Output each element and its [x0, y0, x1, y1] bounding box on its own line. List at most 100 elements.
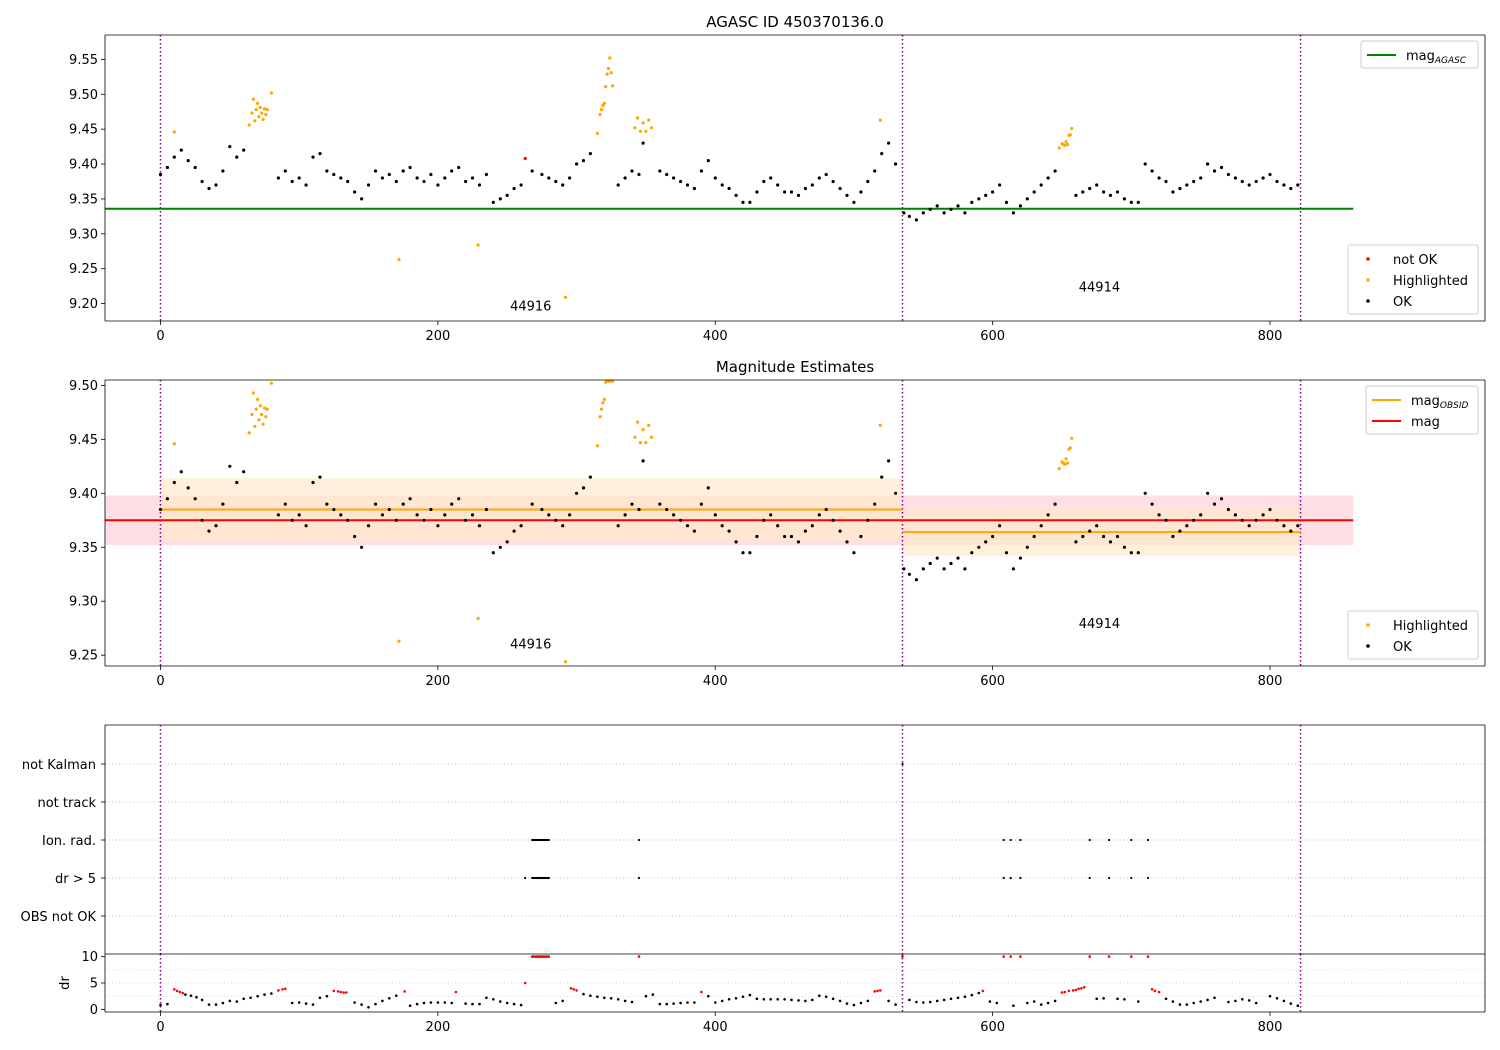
dr-point	[184, 993, 187, 996]
data-point	[332, 507, 336, 512]
category-label: not track	[37, 796, 96, 811]
data-point	[1185, 524, 1189, 528]
dr-point	[1227, 1000, 1230, 1004]
dr-point	[686, 1001, 689, 1004]
data-point	[193, 165, 197, 170]
y-tick-label: 10	[81, 950, 98, 965]
data-point	[477, 183, 482, 187]
data-point	[605, 72, 609, 76]
dr-point	[908, 998, 911, 1002]
data-point	[397, 258, 401, 262]
x-tick-label: 400	[703, 329, 728, 344]
data-point	[165, 165, 169, 170]
data-point	[476, 616, 480, 621]
data-point	[706, 486, 710, 490]
dr-point	[790, 998, 793, 1002]
data-point	[408, 165, 412, 170]
data-point	[831, 518, 835, 522]
data-point	[568, 513, 572, 517]
x-tick-label: 0	[156, 674, 164, 689]
dr-point	[887, 999, 890, 1003]
y-tick-label: 9.25	[69, 649, 98, 664]
dr-point	[894, 1003, 897, 1006]
category-label: not Kalman	[22, 758, 96, 773]
y-tick-label: 9.25	[69, 262, 98, 277]
data-point	[1070, 126, 1074, 131]
data-point	[276, 176, 280, 180]
data-point	[713, 513, 717, 517]
flag-point	[1130, 838, 1133, 842]
dr-point	[928, 1000, 932, 1004]
dr-point	[367, 1006, 370, 1009]
category-label: OBS not OK	[21, 910, 97, 925]
data-point	[734, 193, 738, 197]
data-point	[1065, 142, 1070, 147]
data-point	[602, 397, 606, 401]
data-point	[304, 524, 308, 528]
y-tick-label: 9.35	[69, 541, 98, 556]
category-label: dr > 5	[55, 872, 96, 887]
data-point	[1136, 200, 1140, 204]
dr-point	[1137, 1000, 1140, 1003]
data-point	[1057, 146, 1061, 150]
data-point	[949, 207, 953, 211]
data-point	[346, 179, 350, 184]
data-point	[611, 380, 615, 383]
data-point	[658, 502, 662, 506]
data-point	[1157, 176, 1161, 180]
dr-point	[505, 1001, 509, 1005]
data-point	[935, 204, 939, 208]
data-point	[824, 507, 828, 512]
data-point	[235, 480, 239, 485]
dr-point	[471, 1002, 474, 1006]
dr-point	[879, 989, 882, 992]
legend-label: OK	[1393, 640, 1412, 655]
data-point	[633, 435, 637, 439]
data-point	[1247, 524, 1251, 528]
dr-point	[403, 990, 406, 993]
dr-point	[443, 1001, 447, 1004]
dr-point	[831, 997, 835, 1001]
data-point	[817, 513, 821, 517]
data-point	[595, 444, 600, 448]
data-point	[914, 218, 919, 222]
data-point	[261, 117, 265, 121]
dr-point	[200, 998, 204, 1002]
data-point	[1032, 534, 1036, 539]
dr-point	[748, 993, 752, 997]
data-point	[658, 169, 662, 173]
data-point	[422, 179, 426, 184]
y-tick-label: 9.45	[69, 123, 98, 138]
dr-point	[1074, 988, 1078, 992]
data-point	[547, 513, 551, 517]
data-point	[679, 518, 683, 522]
dr-point	[1171, 1000, 1175, 1003]
dr-point	[700, 990, 703, 994]
dr-point	[720, 999, 724, 1003]
dr-point	[714, 1001, 717, 1004]
dr-point	[582, 992, 585, 996]
data-point	[1108, 540, 1113, 544]
dr-point	[672, 1002, 675, 1005]
flag-point	[1019, 876, 1022, 880]
data-point	[692, 186, 697, 191]
chart-title: AGASC ID 450370136.0	[706, 13, 884, 31]
data-point	[928, 561, 932, 566]
dr-point	[970, 993, 974, 997]
data-point	[269, 91, 273, 95]
plot-area	[105, 954, 1485, 1012]
dr-point	[824, 995, 828, 998]
data-point	[172, 130, 176, 134]
dr-point	[876, 989, 879, 993]
data-point	[741, 200, 745, 204]
dr-point	[388, 997, 391, 1000]
data-point	[1004, 200, 1009, 204]
data-point	[630, 169, 634, 173]
dr-point	[450, 1001, 454, 1005]
data-point	[1268, 172, 1272, 177]
data-point	[290, 179, 294, 184]
data-point	[172, 442, 176, 446]
dr-point	[1026, 1001, 1029, 1005]
data-point	[366, 183, 371, 187]
dr-point	[845, 1002, 849, 1005]
